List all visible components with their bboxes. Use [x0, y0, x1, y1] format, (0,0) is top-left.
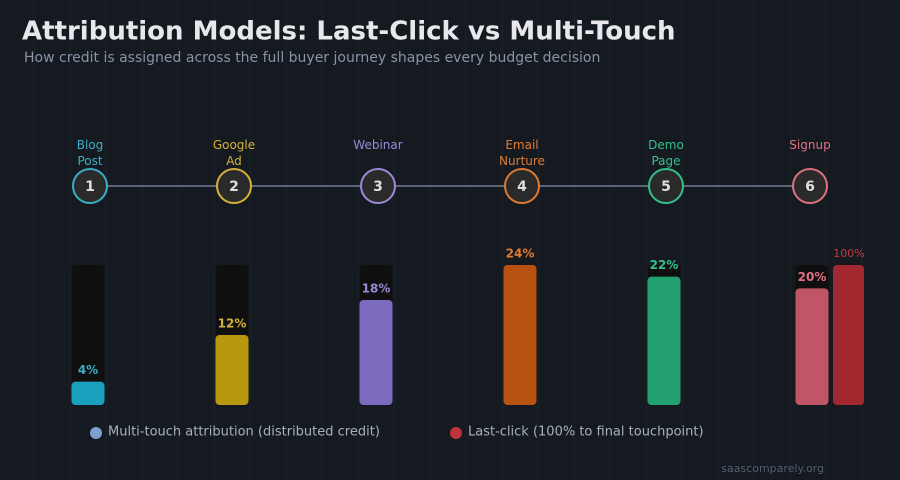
touchpoint-number: 6 [805, 179, 815, 195]
category-label: Webinar [353, 138, 403, 152]
bar [71, 381, 105, 405]
value-label: 22% [650, 258, 679, 272]
touchpoint-node [648, 168, 684, 204]
touchpoint-node [504, 168, 540, 204]
value-label: 100% [833, 247, 864, 260]
legend-swatch [450, 427, 462, 439]
touchpoint-number: 3 [373, 179, 383, 195]
touchpoint-number: 2 [229, 179, 239, 195]
bar [833, 265, 864, 405]
value-label: 20% [798, 270, 827, 284]
touchpoint-node [792, 168, 828, 204]
touchpoint-node [216, 168, 252, 204]
touchpoint-node [360, 168, 396, 204]
legend-label: Last-click (100% to final touchpoint) [468, 425, 704, 440]
bar [647, 276, 681, 405]
chart-subtitle: How credit is assigned across the full b… [24, 50, 600, 66]
touchpoint-number: 5 [661, 179, 671, 195]
bar [503, 265, 537, 405]
touchpoint-number: 1 [85, 179, 95, 195]
category-label: Blog Post [76, 138, 104, 168]
value-label: 18% [362, 282, 391, 296]
legend-label: Multi-touch attribution (distributed cre… [108, 425, 380, 440]
category-label: Demo Page [648, 138, 684, 168]
source: saascomparely.org [721, 462, 824, 475]
category-label: Google Ad [212, 138, 256, 168]
bar [359, 300, 393, 405]
touchpoint-node [72, 168, 108, 204]
touchpoint-number: 4 [517, 179, 527, 195]
value-label: 4% [78, 363, 98, 377]
chart-title: Attribution Models: Last-Click vs Multi-… [22, 17, 676, 47]
bar [795, 288, 829, 405]
legend-swatch [90, 427, 102, 439]
category-label: Signup [789, 138, 831, 152]
value-label: 12% [218, 317, 247, 331]
bar [215, 335, 249, 405]
value-label: 24% [506, 247, 535, 261]
bar-track [71, 265, 105, 405]
category-label: Email Nurture [499, 138, 545, 168]
